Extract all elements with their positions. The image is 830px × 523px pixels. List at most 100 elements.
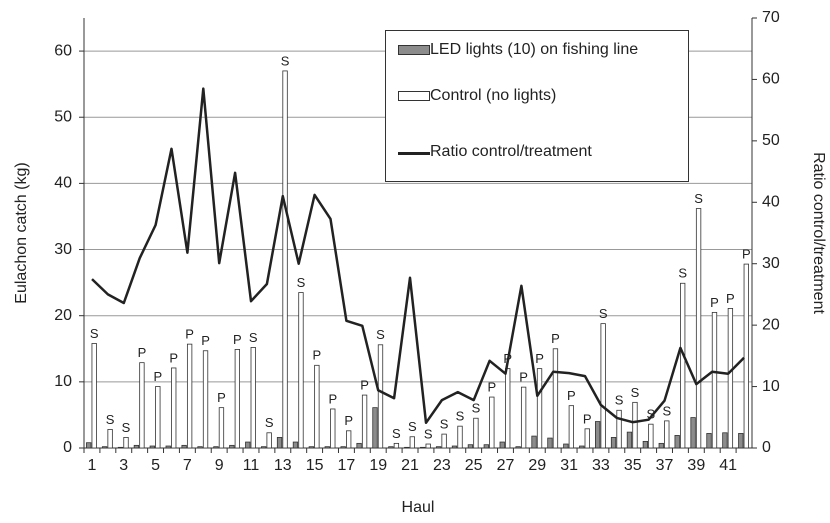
bar	[86, 442, 92, 449]
bar	[282, 70, 288, 449]
bar-annotation: S	[599, 306, 608, 321]
bar	[520, 386, 527, 449]
x-axis-title: Haul	[402, 499, 435, 516]
bar	[155, 386, 161, 449]
x-tick-label: 3	[119, 457, 128, 474]
bar-annotation: P	[233, 332, 242, 347]
bar	[711, 311, 718, 449]
bar	[489, 396, 495, 449]
legend-entry: Ratio control/treatment	[398, 143, 683, 161]
legend-label: Control (no lights)	[430, 87, 557, 104]
bar	[107, 429, 113, 449]
bar	[276, 437, 283, 449]
bar	[648, 423, 654, 449]
bar	[531, 435, 537, 449]
bar-annotation: S	[265, 415, 274, 430]
bar	[181, 444, 187, 449]
bar	[695, 208, 702, 449]
bar	[483, 444, 489, 449]
bar	[266, 432, 272, 449]
bar	[579, 445, 585, 449]
bar	[292, 441, 299, 449]
x-tick-label: 27	[497, 457, 515, 474]
bar-annotation: S	[694, 191, 703, 206]
legend: LED lights (10) on fishing line Control (…	[385, 30, 689, 182]
bar	[409, 436, 415, 449]
bar	[473, 417, 479, 449]
y2-tick-label: 70	[762, 9, 780, 26]
legend-entry: LED lights (10) on fishing line	[398, 41, 683, 59]
x-tick-label: 41	[719, 457, 737, 474]
x-tick-label: 23	[433, 457, 451, 474]
y2-tick-label: 60	[762, 71, 780, 88]
line-series	[91, 87, 745, 425]
bar	[123, 437, 129, 449]
bar	[202, 350, 209, 449]
bar-annotation: P	[360, 378, 369, 393]
bar-annotation: S	[615, 393, 624, 408]
bar	[356, 442, 362, 449]
bar	[404, 446, 410, 449]
bar	[743, 263, 749, 449]
bar-annotation: S	[408, 419, 417, 434]
bar	[451, 445, 458, 449]
bar-annotation: P	[344, 413, 353, 428]
bar-annotation: S	[662, 403, 671, 418]
bar	[515, 446, 521, 449]
bar	[250, 347, 256, 449]
bar-annotation: P	[153, 369, 162, 384]
bar	[441, 433, 447, 449]
bar	[229, 444, 235, 449]
bar-annotation: S	[424, 426, 433, 441]
bar	[186, 343, 193, 449]
bar-annotation: P	[551, 331, 560, 346]
x-tick-label: 5	[151, 457, 160, 474]
bar	[552, 348, 559, 449]
bar-annotation: S	[392, 426, 401, 441]
bar	[626, 431, 633, 449]
x-tick-label: 37	[656, 457, 674, 474]
bar	[117, 446, 124, 449]
y-tick-label: 0	[63, 439, 72, 456]
bar	[165, 445, 171, 449]
bar-annotation: S	[440, 417, 449, 432]
bar-annotation: P	[169, 350, 178, 365]
x-tick-label: 35	[624, 457, 642, 474]
bar-annotation: P	[742, 247, 751, 262]
bar-annotation: P	[519, 370, 528, 385]
bar	[568, 405, 574, 449]
x-tick-label: 33	[592, 457, 610, 474]
x-tick-label: 15	[306, 457, 324, 474]
y-tick-label: 40	[54, 175, 72, 192]
bar-annotation: S	[90, 326, 99, 341]
bar-annotation: S	[106, 412, 115, 427]
bar	[499, 441, 505, 449]
bar	[314, 364, 320, 449]
bar-annotation: P	[583, 411, 592, 426]
bar	[658, 442, 664, 449]
bar	[133, 444, 140, 449]
bar	[536, 368, 543, 449]
bar-annotation: P	[185, 327, 194, 342]
bar	[632, 401, 638, 449]
bar	[610, 437, 617, 449]
legend-label: LED lights (10) on fishing line	[430, 41, 639, 58]
bar-annotation: P	[217, 390, 226, 405]
bar-annotation: S	[281, 53, 290, 68]
bar	[505, 368, 511, 449]
x-tick-label: 11	[243, 457, 260, 474]
bar-annotation: P	[726, 291, 735, 306]
bar	[101, 446, 108, 449]
bar	[727, 308, 734, 449]
y-tick-label: 60	[54, 42, 72, 59]
bar	[245, 441, 251, 449]
bar	[584, 428, 590, 449]
bar-annotation: P	[710, 295, 719, 310]
y2-tick-label: 50	[762, 132, 780, 149]
bar	[393, 442, 400, 449]
bar-annotation: S	[678, 266, 687, 281]
bar-annotation: S	[376, 327, 385, 342]
bar	[738, 433, 744, 449]
bar	[213, 446, 219, 449]
y-tick-label: 50	[54, 108, 72, 125]
